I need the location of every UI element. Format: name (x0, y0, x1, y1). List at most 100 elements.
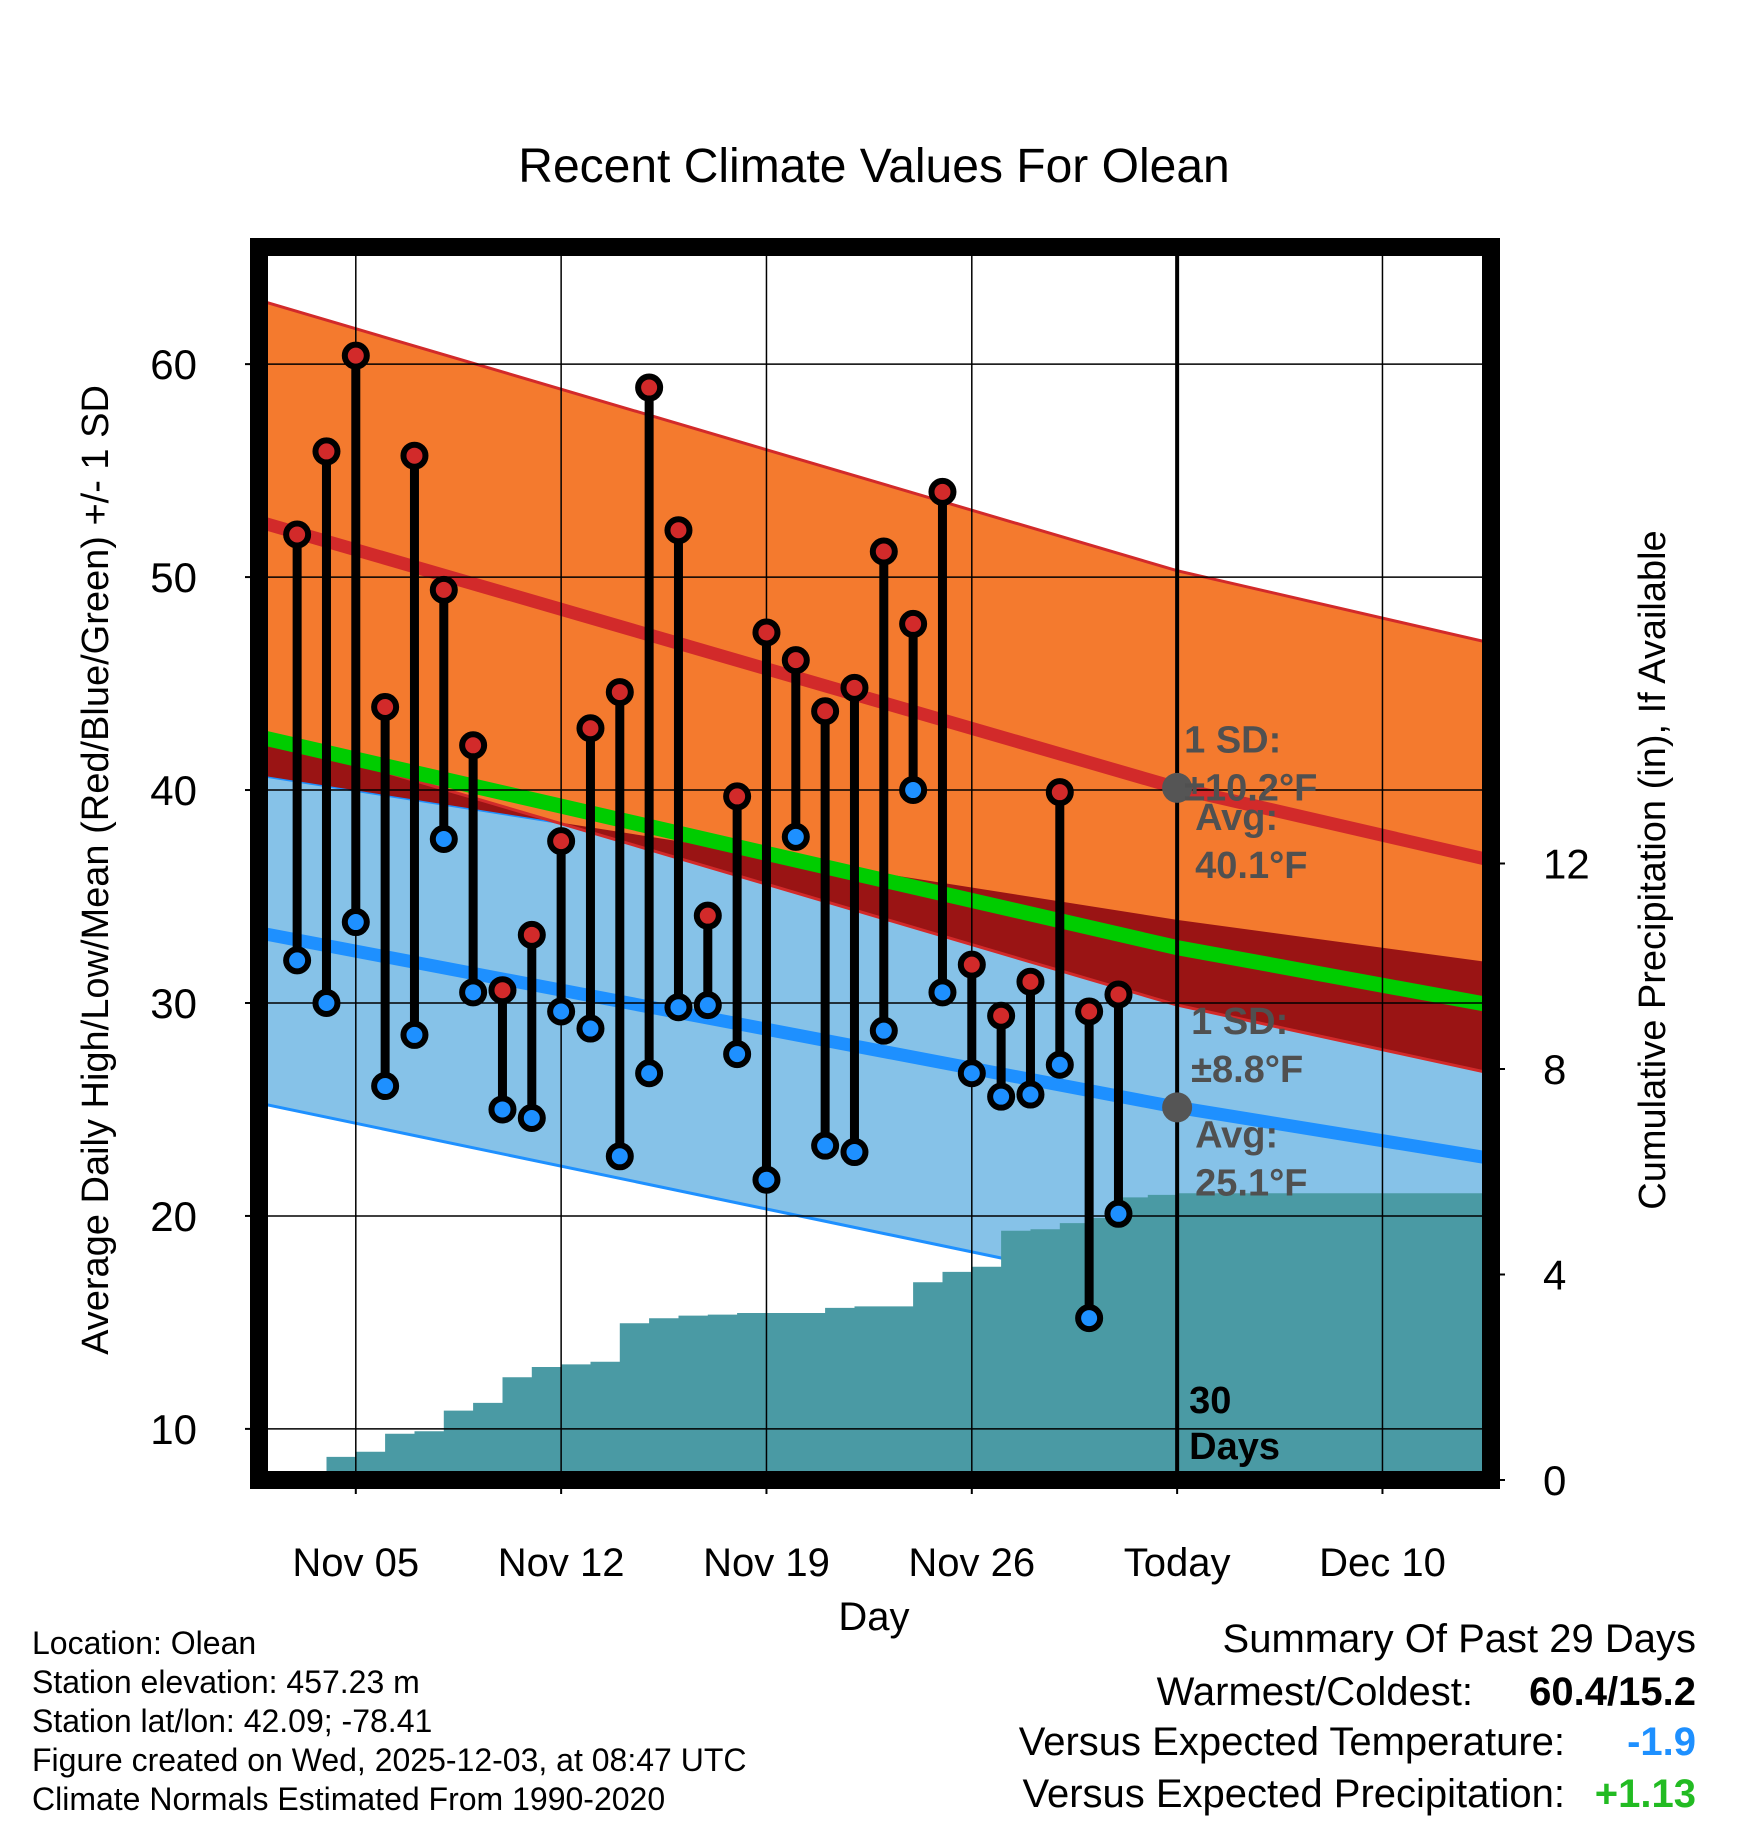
daily-high-point (1045, 778, 1074, 807)
daily-low-point (635, 1059, 664, 1088)
low-sd-annotation-line: ±8.8°F (1191, 1049, 1303, 1091)
daily-high-point (752, 618, 781, 647)
daily-high-point (576, 714, 605, 743)
daily-low-point (693, 991, 722, 1020)
y2-axis-label: Cumulative Precipitation (in), If Availa… (1632, 530, 1674, 1209)
created-text: Figure created on Wed, 2025-12-03, at 08… (32, 1742, 747, 1778)
daily-low-point (371, 1072, 400, 1101)
days-window-label-line: Days (1189, 1426, 1280, 1468)
daily-high-point (400, 441, 429, 470)
low-normal-today-marker (1162, 1092, 1193, 1123)
y-tick-label: 10 (150, 1406, 197, 1453)
daily-low-point (664, 993, 693, 1022)
low-avg-annotation: Avg: 25.1°F (1195, 1114, 1307, 1204)
y2-tick-label: 0 (1543, 1457, 1566, 1504)
daily-low-point (459, 978, 488, 1007)
y2-tick-label: 8 (1543, 1046, 1566, 1093)
plot-frame (250, 238, 1500, 1489)
daily-high-point (459, 731, 488, 760)
low-avg-annotation-line: Avg: (1195, 1114, 1278, 1156)
daily-high-point (781, 646, 810, 675)
daily-low-point (1075, 1304, 1104, 1333)
daily-low-point (781, 822, 810, 851)
daily-high-point (283, 520, 312, 549)
high-sd-annotation-line: ±10.2°F (1184, 768, 1317, 810)
daily-low-point (488, 1095, 517, 1124)
daily-low-point (869, 1016, 898, 1045)
high-sd-annotation: 1 SD: ±10.2°F (1184, 720, 1317, 810)
daily-low-point (957, 1059, 986, 1088)
daily-high-point (605, 678, 634, 707)
daily-high-point (869, 537, 898, 566)
daily-high-point (840, 673, 869, 702)
daily-low-point (576, 1014, 605, 1043)
latlon-text: Station lat/lon: 42.09; -78.41 (32, 1703, 433, 1739)
daily-low-point (400, 1020, 429, 1049)
daily-low-point (899, 776, 928, 805)
daily-low-point (547, 997, 576, 1026)
temp-departure-value: -1.9 (1627, 1720, 1696, 1764)
precip-label: Versus Expected Precipitation: (1022, 1772, 1565, 1816)
y-tick-label: 60 (150, 341, 197, 388)
low-sd-annotation-line: 1 SD: (1191, 1001, 1288, 1043)
days-window-label-line: 30 (1189, 1380, 1231, 1422)
summary-title: Summary Of Past 29 Days (1222, 1617, 1696, 1661)
daily-high-point (429, 575, 458, 604)
chart-title: Recent Climate Values For Olean (518, 140, 1229, 193)
y-tick-label: 30 (150, 980, 197, 1027)
y-tick-label: 40 (150, 767, 197, 814)
daily-low-point (752, 1165, 781, 1194)
daily-high-point (517, 920, 546, 949)
daily-high-point (371, 692, 400, 721)
daily-high-point (1016, 967, 1045, 996)
x-tick-label: Nov 12 (498, 1541, 625, 1585)
daily-high-point (488, 976, 517, 1005)
x-tick-label: Nov 05 (292, 1541, 419, 1585)
daily-high-point (987, 1001, 1016, 1030)
daily-low-point (1045, 1050, 1074, 1079)
high-avg-annotation: Avg: 40.1°F (1195, 797, 1307, 887)
high-avg-annotation-line: Avg: (1195, 797, 1278, 839)
daily-low-point (1016, 1080, 1045, 1109)
daily-high-point (899, 609, 928, 638)
high-sd-band (259, 300, 1491, 1074)
location-text: Location: Olean (32, 1625, 257, 1661)
daily-high-point (341, 341, 370, 370)
daily-high-point (811, 697, 840, 726)
overlap-band (259, 734, 1491, 1074)
daily-high-point (635, 373, 664, 402)
daily-high-point (928, 477, 957, 506)
y-tick-label: 50 (150, 554, 197, 601)
daily-low-point (283, 946, 312, 975)
x-tick-label: Nov 26 (908, 1541, 1035, 1585)
y-tick-label: 20 (150, 1193, 197, 1240)
daily-low-point (517, 1103, 546, 1132)
daily-low-point (341, 908, 370, 937)
y2-tick-label: 12 (1543, 841, 1590, 888)
daily-low-point (840, 1138, 869, 1167)
x-tick-label: Today (1124, 1541, 1231, 1585)
high-normal-today-marker (1162, 772, 1193, 803)
daily-high-point (957, 950, 986, 979)
daily-low-point (928, 978, 957, 1007)
low-sd-annotation: 1 SD: ±8.8°F (1191, 1001, 1303, 1091)
precip-area (297, 1193, 1491, 1480)
warm-cold-label: Warmest/Coldest: (1156, 1670, 1473, 1714)
high-sd-annotation-line: 1 SD: (1184, 720, 1281, 762)
daily-high-point (664, 516, 693, 545)
warm-cold-value: 60.4/15.2 (1529, 1670, 1696, 1714)
daily-high-point (693, 901, 722, 930)
daily-high-point (1075, 997, 1104, 1026)
daily-low-point (605, 1142, 634, 1171)
daily-high-point (1104, 980, 1133, 1009)
daily-low-point (312, 988, 341, 1017)
low-avg-annotation-line: 25.1°F (1195, 1162, 1307, 1204)
y2-tick-label: 4 (1543, 1252, 1566, 1299)
elevation-text: Station elevation: 457.23 m (32, 1664, 420, 1700)
high-avg-annotation-line: 40.1°F (1195, 845, 1307, 887)
daily-high-point (312, 437, 341, 466)
daily-low-point (723, 1040, 752, 1069)
daily-low-point (811, 1131, 840, 1160)
daily-low-point (1104, 1199, 1133, 1228)
